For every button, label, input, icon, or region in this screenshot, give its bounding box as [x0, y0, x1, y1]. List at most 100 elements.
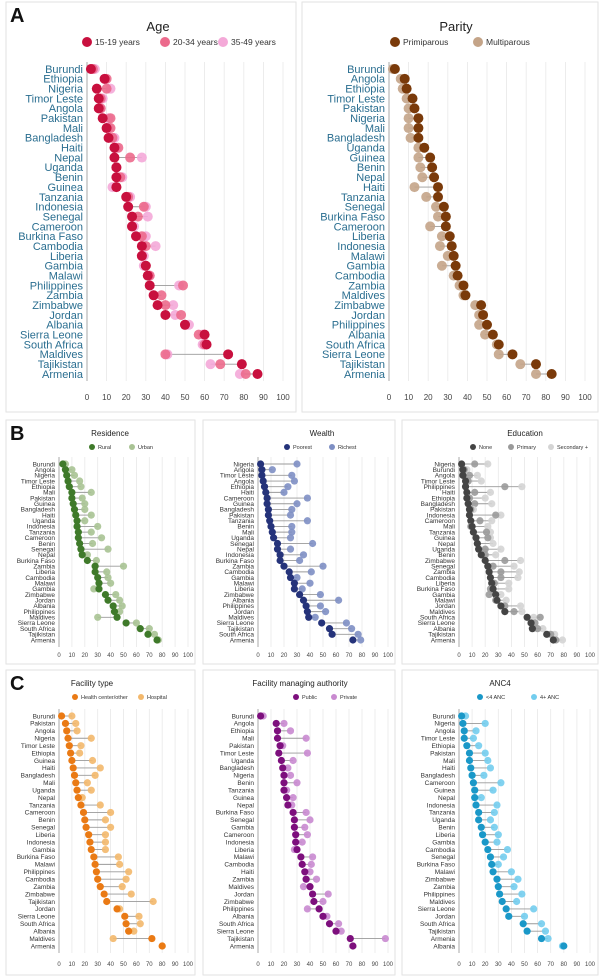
data-point [107, 823, 115, 831]
data-point [531, 369, 541, 379]
data-point [544, 934, 552, 943]
data-point [530, 613, 538, 621]
data-point [142, 270, 153, 281]
data-point [125, 152, 136, 163]
data-point [138, 201, 149, 212]
data-point [310, 897, 318, 906]
data-point [81, 816, 89, 824]
legend-label: Urban [138, 445, 153, 451]
category-label: Burkina Faso [417, 586, 456, 593]
data-point [290, 585, 298, 593]
data-point [520, 912, 529, 920]
data-point [280, 719, 288, 728]
data-point [514, 573, 522, 582]
data-point [64, 734, 72, 742]
data-point [87, 845, 95, 854]
data-point [309, 539, 317, 548]
category-label: Bangladesh [220, 765, 255, 772]
data-point [279, 764, 287, 772]
data-point [92, 556, 101, 565]
tick-label: 10 [268, 962, 275, 968]
data-point [57, 712, 66, 720]
tick-label: 80 [359, 962, 366, 968]
category-label: Haiti [241, 869, 254, 876]
data-point [296, 556, 304, 565]
data-point [72, 511, 80, 519]
tick-label: 30 [94, 653, 101, 659]
data-point [298, 585, 306, 593]
data-point [286, 573, 295, 582]
data-point [505, 579, 513, 587]
data-point [431, 201, 442, 212]
data-point [497, 779, 505, 787]
category-label: Pakistan [229, 743, 254, 750]
category-label: Cameroon [425, 518, 456, 525]
data-point [276, 551, 284, 559]
data-point [136, 152, 147, 163]
data-point [482, 528, 491, 536]
data-point [83, 779, 91, 787]
data-point [127, 890, 135, 898]
category-label: Mali [43, 490, 55, 497]
category-label: Bangladesh [21, 507, 56, 514]
data-point [299, 883, 308, 891]
data-point [499, 853, 508, 861]
category-label: Philippines [332, 320, 386, 332]
data-point [485, 590, 493, 599]
category-label: Benin [38, 817, 55, 824]
data-point [463, 494, 471, 502]
category-label: Cambodia [425, 847, 455, 854]
data-point [486, 816, 495, 824]
data-point [477, 823, 485, 831]
data-point [489, 868, 497, 876]
data-point [481, 749, 489, 757]
data-point [492, 590, 500, 599]
category-label: Maldives [40, 349, 84, 361]
category-label: Albania [232, 598, 254, 605]
data-point [436, 231, 447, 242]
legend-label: 35-49 years [231, 37, 276, 47]
category-label: Albania [433, 943, 455, 950]
category-label: Nigeria [233, 773, 254, 780]
category-label: Nepal [237, 546, 255, 553]
data-point [264, 511, 272, 519]
data-point [103, 568, 111, 576]
category-label: Senegal [230, 817, 254, 824]
data-point [472, 534, 480, 542]
data-point [459, 471, 467, 479]
data-point [446, 241, 457, 252]
data-point [484, 522, 492, 531]
tick-label: 20 [122, 393, 131, 402]
data-point [91, 83, 102, 94]
data-point [494, 860, 502, 868]
data-point [136, 250, 147, 261]
category-label: Cambodia [224, 569, 254, 576]
category-label: Cameroon [25, 810, 56, 817]
category-label: Uganda [32, 518, 55, 525]
data-point [87, 786, 95, 794]
category-label: Bangladesh [421, 773, 456, 780]
data-point [459, 719, 467, 728]
frame-facility-type [5, 669, 196, 976]
tick-label: 50 [483, 393, 492, 402]
category-label: Guinea [34, 501, 55, 508]
data-point [440, 221, 451, 232]
category-label: Haiti [363, 182, 385, 194]
category-label: Cameroon [25, 535, 56, 542]
data-point [413, 132, 424, 143]
legend-marker [89, 444, 95, 450]
chart-parity: Parity Primiparous Multiparous 0 10 20 30 40 50 6… [320, 19, 592, 402]
data-point [93, 103, 104, 114]
data-point [549, 636, 557, 644]
tick-label: 10 [268, 653, 275, 659]
category-label: Senegal [431, 563, 455, 570]
data-point [280, 562, 288, 570]
category-label: Zambia [46, 290, 84, 302]
data-point [83, 551, 91, 559]
data-point [276, 556, 284, 565]
data-point [148, 934, 156, 943]
data-point [494, 831, 502, 839]
category-label: Pakistan [30, 495, 55, 502]
data-point [125, 868, 133, 876]
data-point [480, 329, 491, 340]
